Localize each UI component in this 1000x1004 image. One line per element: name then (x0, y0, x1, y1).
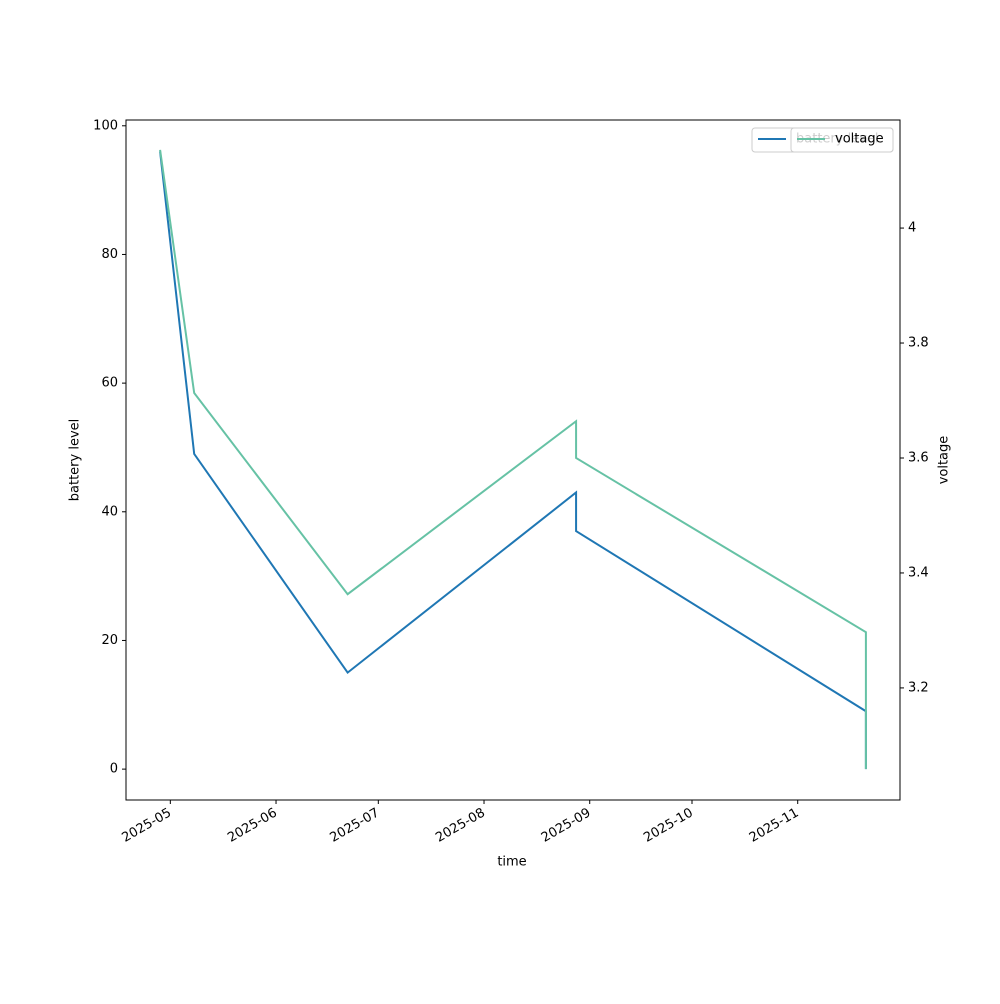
y2-tick-label: 3.6 (908, 450, 929, 465)
legend-label: voltage (835, 132, 884, 147)
y2-tick-label: 3.8 (908, 336, 929, 351)
legend-box (790, 127, 894, 153)
y-tick-label: 60 (101, 376, 118, 391)
y-tick-label: 80 (101, 247, 118, 262)
y-axis-label: battery level (68, 419, 83, 502)
y2-tick-label: 3.4 (908, 565, 929, 580)
plot-frame (125, 119, 901, 801)
y-tick-label: 40 (101, 504, 118, 519)
series-line (159, 149, 867, 769)
y2-tick-label: 4 (908, 221, 916, 236)
x-axis-label: time (497, 855, 526, 870)
y2-tick-label: 3.2 (908, 680, 929, 695)
y-tick-label: 100 (93, 118, 118, 133)
y-tick-label: 0 (110, 762, 118, 777)
y2-axis-label: voltage (937, 436, 952, 485)
y-tick-label: 20 (101, 633, 118, 648)
